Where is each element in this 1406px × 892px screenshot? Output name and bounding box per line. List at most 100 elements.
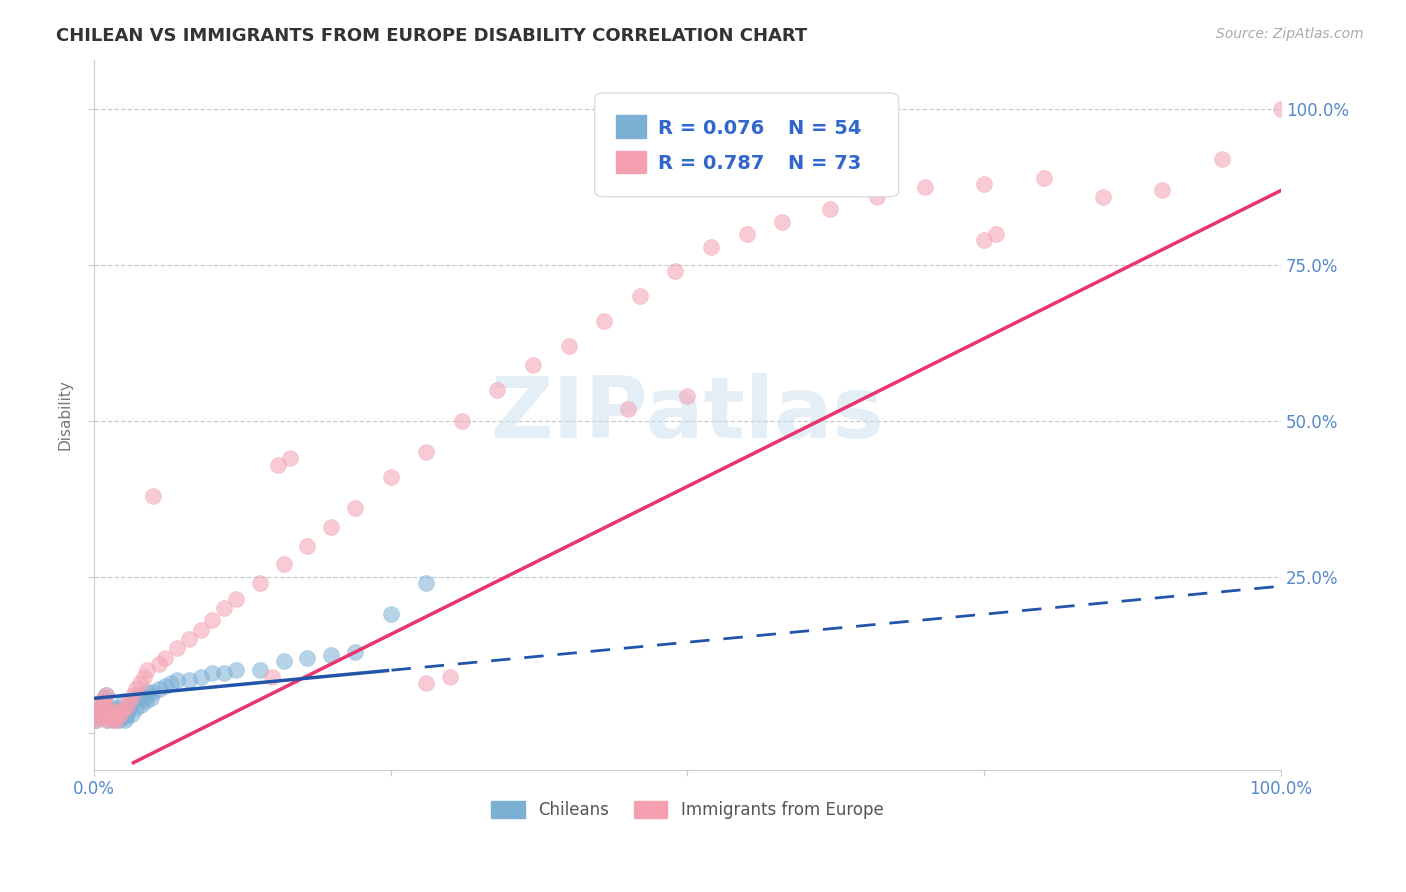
Point xyxy=(97,710,120,724)
Point xyxy=(118,700,141,714)
Point xyxy=(129,675,152,690)
Point xyxy=(260,669,283,683)
Point xyxy=(139,691,162,706)
Point xyxy=(439,669,461,683)
Point xyxy=(87,706,110,721)
Point xyxy=(153,679,176,693)
Point xyxy=(1091,190,1114,204)
Point xyxy=(914,180,936,194)
Point xyxy=(273,654,295,668)
Point xyxy=(273,558,295,572)
Point xyxy=(89,704,111,718)
Text: R = 0.787: R = 0.787 xyxy=(658,154,763,173)
Point xyxy=(84,713,107,727)
Point xyxy=(160,675,183,690)
Point xyxy=(866,190,889,204)
Point xyxy=(93,691,115,706)
Point xyxy=(122,694,145,708)
Point xyxy=(112,694,135,708)
Point xyxy=(522,358,544,372)
Point xyxy=(110,706,132,721)
Point xyxy=(557,339,579,353)
Point xyxy=(97,710,120,724)
Point xyxy=(153,650,176,665)
FancyBboxPatch shape xyxy=(616,115,645,137)
Point xyxy=(214,666,236,681)
Point xyxy=(1211,153,1233,167)
Point xyxy=(676,389,699,403)
Point xyxy=(321,648,343,662)
Point xyxy=(94,688,117,702)
Point xyxy=(114,713,136,727)
Point xyxy=(114,700,136,714)
Legend: Chileans, Immigrants from Europe: Chileans, Immigrants from Europe xyxy=(485,794,890,826)
Point xyxy=(84,713,107,727)
Point xyxy=(132,669,155,683)
Point xyxy=(1032,171,1054,186)
Point xyxy=(96,713,118,727)
Point xyxy=(486,383,509,397)
Point xyxy=(104,704,127,718)
Point xyxy=(278,451,301,466)
Point xyxy=(86,710,108,724)
Point xyxy=(93,691,115,706)
Point xyxy=(380,607,402,622)
Point xyxy=(100,713,122,727)
Point xyxy=(177,632,200,647)
Point xyxy=(249,663,271,677)
Point xyxy=(321,520,343,534)
Point xyxy=(1152,184,1174,198)
Text: N = 54: N = 54 xyxy=(789,119,862,137)
Point xyxy=(201,666,224,681)
Point xyxy=(101,710,124,724)
Point xyxy=(135,694,157,708)
Point xyxy=(148,681,170,696)
Point xyxy=(415,675,437,690)
Point xyxy=(214,601,236,615)
Point xyxy=(103,706,125,721)
Point xyxy=(201,614,224,628)
Point xyxy=(1270,103,1292,117)
Point xyxy=(98,704,121,718)
Point xyxy=(111,704,134,718)
Point xyxy=(90,700,112,714)
Point xyxy=(190,669,212,683)
Text: N = 73: N = 73 xyxy=(789,154,862,173)
Point xyxy=(343,644,366,658)
Point xyxy=(91,698,114,712)
Point xyxy=(90,700,112,714)
Point xyxy=(249,576,271,591)
Y-axis label: Disability: Disability xyxy=(58,379,72,450)
Point xyxy=(166,673,188,687)
Point xyxy=(107,700,129,714)
Point xyxy=(129,698,152,712)
Point xyxy=(415,576,437,591)
Point xyxy=(136,685,159,699)
Point xyxy=(380,470,402,484)
Point xyxy=(415,445,437,459)
Point xyxy=(94,688,117,702)
Point xyxy=(628,289,651,303)
Point xyxy=(297,539,319,553)
Point xyxy=(100,700,122,714)
Point xyxy=(91,698,114,712)
Point xyxy=(125,700,148,714)
Point xyxy=(91,694,114,708)
FancyBboxPatch shape xyxy=(595,93,898,197)
Point xyxy=(973,233,995,247)
Point xyxy=(125,681,148,696)
Text: R = 0.076: R = 0.076 xyxy=(658,119,763,137)
Point xyxy=(108,710,131,724)
Point xyxy=(105,704,128,718)
Point xyxy=(86,710,108,724)
Point xyxy=(617,401,640,416)
Point xyxy=(105,713,128,727)
Point xyxy=(115,706,138,721)
Point xyxy=(142,685,165,699)
Text: Source: ZipAtlas.com: Source: ZipAtlas.com xyxy=(1216,27,1364,41)
Point xyxy=(700,239,723,253)
Point xyxy=(115,698,138,712)
Point xyxy=(973,178,995,192)
Point xyxy=(121,706,143,721)
Point xyxy=(122,688,145,702)
